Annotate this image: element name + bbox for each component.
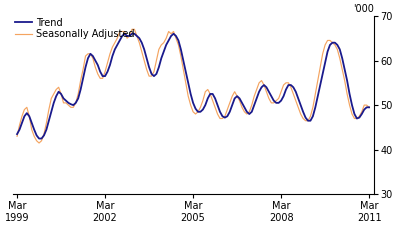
Seasonally Adjusted [286,81,291,84]
Trend [17,128,22,131]
Seasonally Adjusted [15,135,19,138]
Seasonally Adjusted [17,124,22,126]
Line: Seasonally Adjusted: Seasonally Adjusted [17,29,369,143]
Seasonally Adjusted [37,142,41,144]
Trend [15,133,19,136]
Legend: Trend, Seasonally Adjusted: Trend, Seasonally Adjusted [15,18,135,39]
Line: Trend: Trend [17,34,369,138]
Text: '000: '000 [353,4,374,14]
Seasonally Adjusted [129,28,134,31]
Trend [222,116,227,119]
Trend [367,106,372,109]
Trend [122,32,127,35]
Trend [37,137,41,140]
Seasonally Adjusted [32,135,37,138]
Trend [347,93,352,95]
Seasonally Adjusted [222,115,227,118]
Trend [296,97,301,100]
Trend [286,84,291,86]
Seasonally Adjusted [367,106,372,109]
Trend [32,128,37,131]
Seasonally Adjusted [296,106,301,109]
Seasonally Adjusted [347,104,352,106]
